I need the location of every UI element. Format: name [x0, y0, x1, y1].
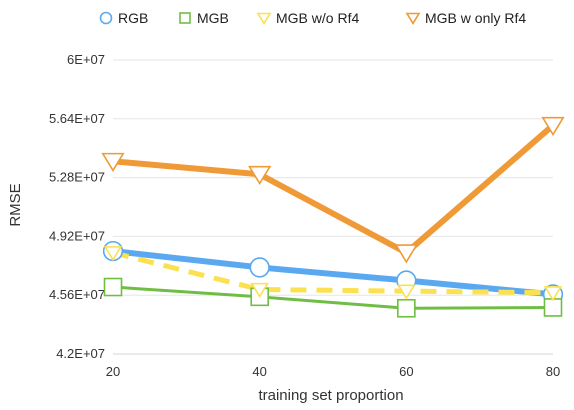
- data-point-mgb-w-only-rf4: [248, 165, 272, 186]
- legend-marker-mgb-w-only-rf4: [405, 12, 421, 25]
- legend-item-mgb-w-only-rf4: MGB w only Rf4: [405, 10, 526, 26]
- data-point-mgb-w-only-rf4: [101, 152, 125, 172]
- legend-marker-mgb: [179, 12, 191, 24]
- data-point-mgb-w-only-rf4: [394, 244, 418, 264]
- series-lines: [112, 123, 555, 310]
- x-tick-label: 80: [546, 364, 560, 379]
- data-point-mgb: [397, 298, 416, 318]
- data-point-mgb-w-o-rf4: [543, 286, 563, 302]
- legend-item-rgb: RGB: [99, 10, 148, 26]
- y-tick-label: 4.92E+07: [49, 228, 105, 243]
- data-point-rgb: [249, 257, 270, 278]
- legend-marker-mgb-w-o-rf4: [256, 12, 272, 25]
- series-markers: [101, 116, 565, 318]
- x-axis-title: training set proportion: [258, 387, 403, 404]
- legend-label-mgb: MGB: [197, 10, 229, 26]
- y-axis-title: RMSE: [7, 183, 24, 226]
- data-point-mgb: [103, 277, 123, 297]
- data-point-mgb: [543, 298, 563, 317]
- x-tick-label: 20: [106, 364, 120, 379]
- series-line-mgb: [112, 285, 554, 310]
- data-point-mgb-w-o-rf4: [397, 284, 416, 300]
- data-point-mgb-w-o-rf4: [103, 246, 123, 262]
- gridlines: [113, 59, 553, 355]
- y-tick-label: 5.64E+07: [49, 111, 105, 126]
- legend: RGB MGB MGB w/o Rf4 MGB w only Rf4: [99, 10, 526, 26]
- legend-item-mgb-w-o-rf4: MGB w/o Rf4: [256, 10, 359, 26]
- y-tick-label: 6E+07: [67, 52, 105, 67]
- x-tick-label: 40: [252, 364, 266, 379]
- axes: 4.2E+07 4.56E+07 4.92E+07 5.28E+07 5.64E+07 6…: [49, 52, 560, 379]
- legend-label-mgb-w-o-rf4: MGB w/o Rf4: [276, 10, 359, 26]
- legend-item-mgb: MGB: [179, 10, 229, 26]
- series-line-mgb-w-o-rf4: [112, 250, 554, 296]
- legend-label-rgb: RGB: [118, 10, 148, 26]
- y-tick-label: 4.56E+07: [49, 287, 105, 302]
- data-point-mgb-w-o-rf4: [250, 282, 269, 299]
- series-line-rgb: [112, 248, 554, 298]
- series-line-mgb-w-only-rf4: [112, 123, 555, 256]
- legend-label-mgb-w-only-rf4: MGB w only Rf4: [425, 10, 526, 26]
- x-tick-label: 60: [399, 364, 413, 379]
- y-tick-label: 4.2E+07: [56, 346, 105, 361]
- data-point-mgb-w-only-rf4: [541, 116, 565, 137]
- y-tick-label: 5.28E+07: [49, 170, 105, 185]
- legend-marker-rgb: [99, 11, 113, 25]
